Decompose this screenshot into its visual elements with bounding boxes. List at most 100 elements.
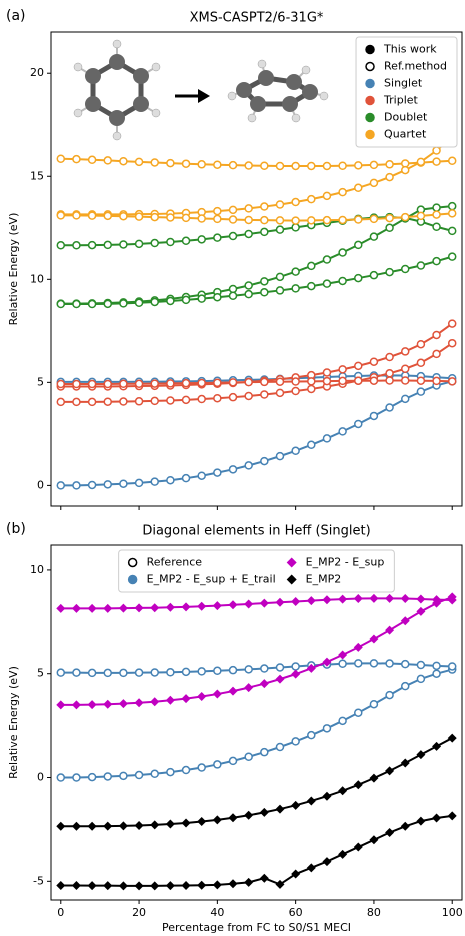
diamond-marker <box>229 600 238 609</box>
x-tick-label: 80 <box>367 906 381 919</box>
circle-marker <box>104 380 111 387</box>
circle-marker <box>183 237 190 244</box>
diamond-marker <box>275 675 284 684</box>
circle-marker <box>433 223 440 230</box>
circle-marker <box>167 397 174 404</box>
y-tick-label: 15 <box>30 169 44 182</box>
diamond-marker <box>338 786 347 795</box>
circle-marker <box>433 147 440 154</box>
diamond-marker <box>307 863 316 872</box>
diamond-marker <box>88 822 97 831</box>
circle-marker <box>198 472 205 479</box>
y-tick-label: 10 <box>30 272 44 285</box>
circle-marker <box>120 669 127 676</box>
circle-marker <box>198 215 205 222</box>
circle-marker <box>323 217 330 224</box>
circle-marker <box>104 481 111 488</box>
diamond-marker <box>291 670 300 679</box>
diamond-marker <box>135 698 144 707</box>
diamond-marker <box>260 808 269 817</box>
circle-marker <box>183 475 190 482</box>
circle-marker <box>417 341 424 348</box>
diamond-marker <box>432 813 441 822</box>
circle-marker <box>339 249 346 256</box>
circle-marker <box>292 738 299 745</box>
diamond-marker <box>448 734 457 743</box>
circle-marker <box>370 358 377 365</box>
circle-marker <box>449 340 456 347</box>
circle-marker <box>245 753 252 760</box>
circle-marker <box>120 241 127 248</box>
circle-marker <box>355 275 362 282</box>
circle-marker <box>449 157 456 164</box>
circle-marker <box>198 396 205 403</box>
circle-marker <box>433 211 440 218</box>
x-tick-label: 60 <box>289 906 303 919</box>
circle-marker <box>402 683 409 690</box>
circle-marker <box>57 212 64 219</box>
circle-marker <box>151 298 158 305</box>
legend-marker <box>366 114 374 122</box>
circle-marker <box>167 239 174 246</box>
circle-marker <box>89 242 96 249</box>
circle-marker <box>386 370 393 377</box>
circle-marker <box>276 226 283 233</box>
circle-marker <box>214 379 221 386</box>
circle-marker <box>433 670 440 677</box>
diamond-marker <box>416 607 425 616</box>
circle-marker <box>136 772 143 779</box>
circle-marker <box>449 203 456 210</box>
diamond-marker <box>150 820 159 829</box>
circle-marker <box>323 369 330 376</box>
diamond-marker <box>182 602 191 611</box>
legend-marker <box>129 576 137 584</box>
diamond-marker <box>307 596 316 605</box>
circle-marker <box>433 350 440 357</box>
circle-marker <box>339 162 346 169</box>
series-line <box>61 597 452 705</box>
circle-marker <box>151 214 158 221</box>
diamond-marker <box>260 874 269 883</box>
circle-marker <box>417 158 424 165</box>
diamond-marker <box>56 822 65 831</box>
diamond-marker <box>354 643 363 652</box>
circle-marker <box>230 216 237 223</box>
circle-marker <box>261 378 268 385</box>
circle-marker <box>355 377 362 384</box>
diamond-marker <box>338 651 347 660</box>
circle-marker <box>386 660 393 667</box>
diamond-marker <box>103 822 112 831</box>
y-tick-label: 5 <box>37 375 44 388</box>
diamond-marker <box>260 679 269 688</box>
molecule-illustration <box>74 40 328 140</box>
diamond-marker <box>416 594 425 603</box>
legend-marker <box>366 46 374 54</box>
diamond-marker <box>229 879 238 888</box>
circle-marker <box>89 398 96 405</box>
circle-marker <box>370 272 377 279</box>
circle-marker <box>276 287 283 294</box>
circle-marker <box>261 458 268 465</box>
circle-marker <box>323 192 330 199</box>
circle-marker <box>292 378 299 385</box>
circle-marker <box>120 213 127 220</box>
circle-marker <box>308 217 315 224</box>
legend-label: Singlet <box>384 77 423 90</box>
figure: (a)XMS-CASPT2/6-31G*Relative Energy (eV)… <box>0 0 465 936</box>
chart-title: Diagonal elements in Heff (Singlet) <box>142 524 370 539</box>
diamond-marker <box>401 758 410 767</box>
diamond-marker <box>244 811 253 820</box>
diamond-marker <box>322 857 331 866</box>
legend-label: Triplet <box>383 94 418 107</box>
circle-marker <box>136 669 143 676</box>
diamond-marker <box>354 594 363 603</box>
circle-marker <box>386 224 393 231</box>
legend-marker <box>366 97 374 105</box>
circle-marker <box>386 269 393 276</box>
circle-marker <box>120 480 127 487</box>
circle-marker <box>449 253 456 260</box>
diamond-marker <box>197 692 206 701</box>
x-tick-label: 0 <box>57 906 64 919</box>
diamond-marker <box>197 817 206 826</box>
circle-marker <box>89 156 96 163</box>
